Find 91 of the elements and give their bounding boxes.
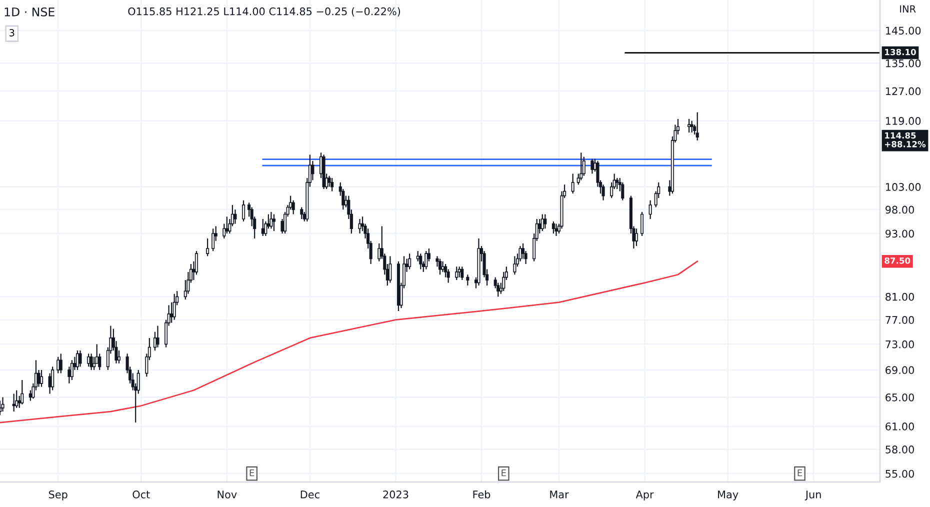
candlestick [261,218,264,237]
candlestick [616,177,619,190]
candlestick [582,156,586,176]
y-tick-label: 98.00 [886,206,914,214]
annotation: E [798,470,802,476]
y-tick-label: 145.00 [886,26,921,35]
candlestick [156,325,160,348]
candlestick [690,120,694,134]
y-tick-label: 61.00 [886,422,914,430]
candlestick [419,253,422,270]
x-tick-label: Dec [300,490,320,498]
candlestick [513,256,516,276]
x-tick-label: Feb [473,490,490,498]
candlestick [70,360,74,381]
candlestick [688,118,691,134]
y-tick-label: 73.00 [886,340,914,348]
candlestick [358,218,362,234]
candlestick [590,158,594,174]
candlestick [92,356,96,371]
y-tick-label: 135.00 [886,59,921,68]
candlestick [40,369,44,388]
y-tick-label: 119.00 [886,117,921,125]
candlestick [225,216,228,234]
y-tick-label: 65.00 [886,393,914,402]
candlestick [648,200,652,220]
x-tick-label: May [718,490,738,500]
candlestick [552,220,555,234]
candlestick [438,258,442,276]
y-tick-label: 69.00 [886,366,914,374]
candlestick [170,302,174,324]
y-tick-label: 77.00 [886,316,914,324]
x-tick-label: Mar [550,490,569,498]
candlestick [87,353,90,368]
candlestick [1,396,4,412]
x-tick-label: 2023 [383,490,408,498]
y-tick-label: 127.00 [886,87,921,96]
candlestick [634,228,638,247]
annotation: E [250,470,254,476]
candlestick [640,211,644,237]
candlestick [272,214,276,232]
candlestick [15,390,18,408]
candlestick [68,366,71,384]
x-tick-label: Nov [218,490,237,498]
candlestick [212,228,215,252]
candlestick [300,206,304,220]
text: INR [900,5,916,12]
candlestick [270,211,273,230]
y-tick-label: 58.00 [886,446,914,454]
candlestick [424,250,428,270]
candlestick [328,175,331,188]
annotation: 3 [10,29,14,36]
candlestick [292,200,295,215]
candlestick [51,366,54,391]
x-tick-label: Oct [132,490,150,498]
candlestick [234,209,237,224]
text: 87.50 [884,257,910,264]
candlestick [455,266,458,281]
y-tick-label: 103.00 [886,183,921,191]
candlestick [78,350,82,368]
annotation: E [502,470,506,476]
candlestick [408,253,412,270]
text: 138.10 [885,48,916,56]
line-series [0,260,698,424]
candlestick [460,266,464,281]
text: 1D · NSE [4,7,54,16]
candlestick [466,274,470,286]
x-tick-label: Apr [636,490,654,500]
candlestick [330,177,334,192]
text: O115.85 H121.25 L114.00 C114.85 −0.25 (−0.22%) [128,7,400,17]
candlestick [696,112,699,141]
text: 114.85 +88.12% [885,132,926,148]
y-tick-label: 55.00 [886,470,914,478]
candlestick [388,256,392,284]
candlestick [544,214,547,230]
candlestick [571,173,574,194]
candlestick [56,356,60,374]
candlestick [59,353,62,374]
x-tick-label: Sep [48,490,68,500]
candlestick [90,353,93,371]
candlestick [554,223,558,237]
candlestick [602,184,605,201]
candlestick [580,152,583,181]
candlestick [621,182,624,201]
y-tick-label: 93.00 [886,230,914,238]
x-tick-label: Jun [804,490,821,500]
candlestick [20,379,24,405]
y-tick-label: 81.00 [886,292,914,301]
candlestick [206,238,210,257]
candlestick [172,293,176,320]
candlestick [540,214,544,232]
candlestick [242,200,246,222]
